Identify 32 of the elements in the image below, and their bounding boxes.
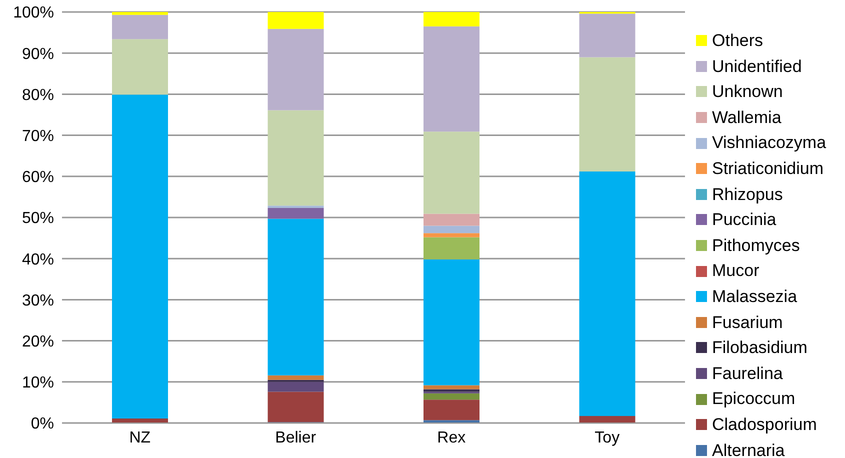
y-tick-label: 10% (22, 374, 54, 392)
legend-label: Wallemia (712, 106, 782, 129)
legend-label: Mucor (712, 260, 760, 282)
legend-label: Malassezia (712, 286, 798, 308)
y-tick-label: 40% (22, 251, 54, 268)
legend-label: Faurelina (712, 362, 783, 385)
legend-label: Vishniacozyma (712, 132, 826, 154)
y-tick-label: 20% (22, 333, 54, 350)
legend-label: Unidentified (712, 56, 802, 78)
y-tick-label: 90% (22, 46, 54, 63)
legend-label: Filobasidium (712, 337, 808, 360)
x-tick-label: Toy (594, 429, 620, 446)
y-tick-label: 100% (13, 4, 54, 22)
legend-label: Unknown (712, 81, 783, 104)
x-tick-label: Belier (275, 429, 317, 446)
y-tick-label: 50% (22, 210, 54, 228)
legend-label: Pithomyces (712, 234, 800, 257)
y-tick-label: 70% (22, 128, 54, 145)
legend-label: Striaticonidium (712, 158, 824, 180)
legend-label: Alternaria (712, 440, 785, 458)
legend-label: Puccinia (712, 209, 776, 232)
legend-label: Epicoccum (712, 388, 796, 410)
legend-label: Others (712, 30, 764, 52)
y-tick-label: 60% (22, 169, 54, 186)
y-tick-label: 80% (22, 86, 54, 104)
y-tick-label: 30% (22, 292, 54, 310)
x-tick-label: Rex (437, 429, 466, 446)
x-tick-label: NZ (129, 429, 151, 446)
legend-label: Rhizopus (712, 184, 783, 206)
legend-label: Cladosporium (712, 414, 817, 436)
y-tick-label: 0% (30, 416, 54, 433)
legend-label: Fusarium (712, 312, 783, 334)
